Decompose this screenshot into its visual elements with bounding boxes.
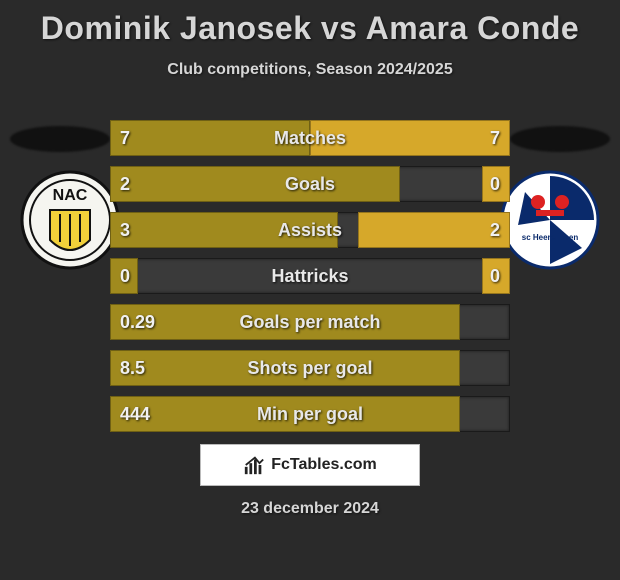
- bar-left: [110, 258, 138, 294]
- bar-right: [310, 120, 510, 156]
- comparison-chart: Matches77 Goals20 Assists32 Hattricks00 Goal…: [0, 120, 620, 442]
- stat-row: Shots per goal8.5: [0, 350, 620, 386]
- footer-brand-text: FcTables.com: [271, 456, 377, 474]
- stat-row: Matches77: [0, 120, 620, 156]
- stat-row: Assists32: [0, 212, 620, 248]
- date-text: 23 december 2024: [0, 500, 620, 518]
- page-subtitle: Club competitions, Season 2024/2025: [0, 61, 620, 79]
- bar-left: [110, 120, 310, 156]
- bar-left: [110, 212, 338, 248]
- stat-row: Hattricks00: [0, 258, 620, 294]
- page-title: Dominik Janosek vs Amara Conde: [0, 0, 620, 47]
- bar-left: [110, 304, 460, 340]
- bar-right: [482, 258, 510, 294]
- bar-right: [358, 212, 510, 248]
- bar-left: [110, 166, 400, 202]
- stat-row: Min per goal444: [0, 396, 620, 432]
- fctables-logo-icon: [243, 454, 265, 476]
- bar-track: [110, 258, 510, 294]
- bar-right: [482, 166, 510, 202]
- bar-left: [110, 350, 460, 386]
- stat-row: Goals20: [0, 166, 620, 202]
- stat-row: Goals per match0.29: [0, 304, 620, 340]
- bar-left: [110, 396, 460, 432]
- footer-branding: FcTables.com: [200, 444, 420, 486]
